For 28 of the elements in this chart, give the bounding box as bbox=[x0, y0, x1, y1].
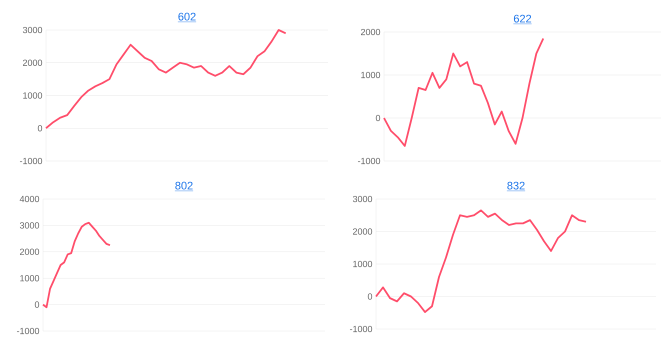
y-tick-label: 1000 bbox=[353, 260, 372, 268]
line-series bbox=[383, 38, 544, 147]
chart-title: 602 bbox=[178, 12, 196, 21]
y-tick-label: 3000 bbox=[20, 222, 40, 229]
chart-title: 832 bbox=[507, 182, 525, 190]
y-tick-label: 1000 bbox=[361, 72, 380, 78]
y-tick-label: 0 bbox=[34, 301, 40, 308]
y-tick-label: 0 bbox=[38, 125, 42, 132]
y-tick-label: -1000 bbox=[16, 328, 40, 334]
y-tick-label: 1000 bbox=[20, 275, 40, 282]
y-tick-label: 0 bbox=[376, 114, 380, 122]
y-tick-label: 2000 bbox=[20, 248, 40, 255]
line-series bbox=[45, 29, 287, 130]
y-tick-label: 0 bbox=[368, 293, 372, 300]
chart-title: 622 bbox=[514, 14, 532, 23]
y-tick-label: -1000 bbox=[350, 326, 372, 332]
y-tick-label: -1000 bbox=[358, 158, 380, 164]
y-tick-label: 1000 bbox=[23, 92, 42, 99]
line-series bbox=[42, 222, 111, 308]
y-tick-label: 4000 bbox=[20, 196, 40, 202]
y-tick-label: -1000 bbox=[20, 158, 42, 164]
y-tick-label: 3000 bbox=[352, 196, 372, 202]
y-tick-label: 3000 bbox=[22, 26, 42, 34]
y-tick-label: 2000 bbox=[360, 28, 380, 36]
line-series bbox=[375, 209, 587, 313]
y-tick-label: 2000 bbox=[352, 228, 372, 235]
chart-title: 802 bbox=[175, 182, 193, 190]
y-tick-label: 2000 bbox=[22, 60, 42, 66]
